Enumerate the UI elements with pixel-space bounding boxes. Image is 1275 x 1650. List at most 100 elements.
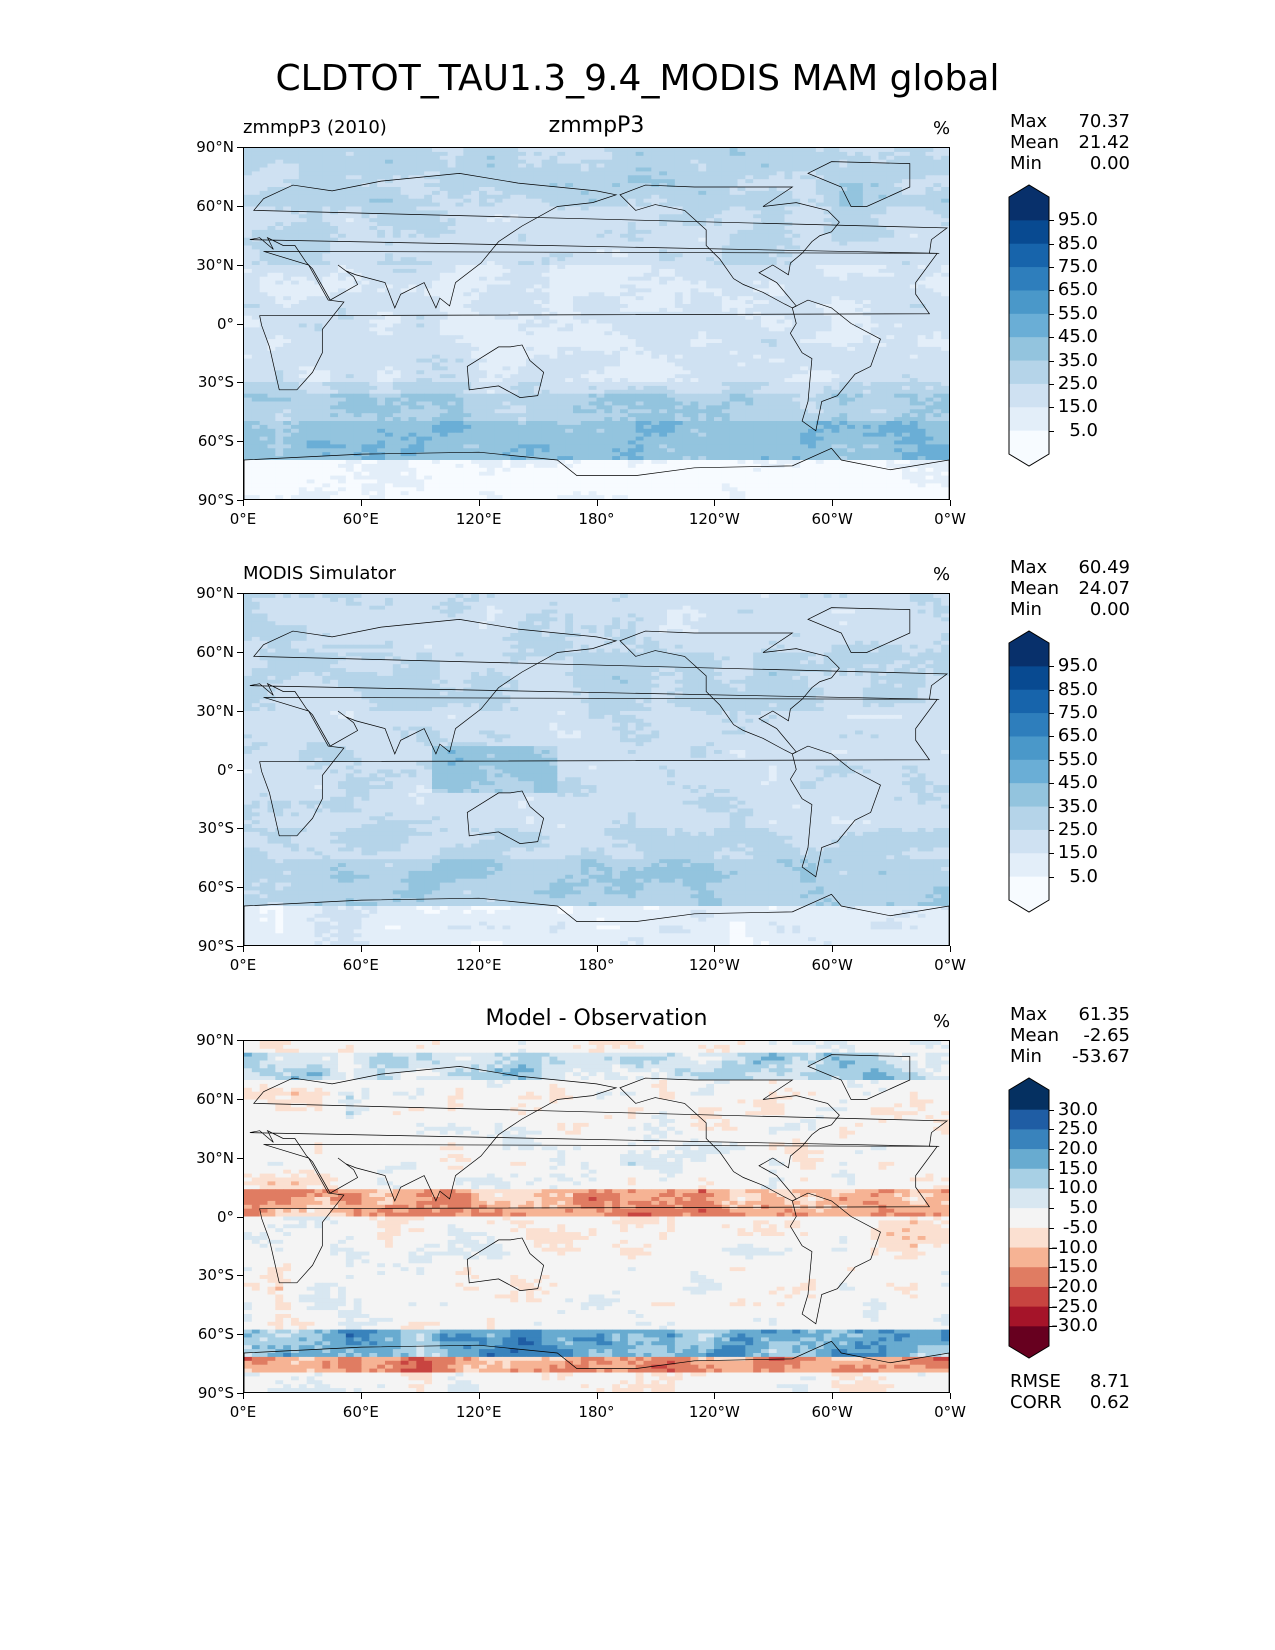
contour-cell bbox=[338, 175, 347, 180]
contour-cell bbox=[533, 206, 543, 211]
contour-cell bbox=[831, 222, 840, 227]
contour-cell bbox=[753, 288, 762, 293]
contour-cell bbox=[925, 179, 934, 184]
contour-cell bbox=[298, 229, 308, 235]
contour-cell bbox=[338, 307, 347, 313]
contour-cell bbox=[878, 198, 887, 203]
contour-cell bbox=[667, 272, 676, 278]
contour-cell bbox=[902, 343, 911, 348]
contour-cell bbox=[400, 151, 409, 157]
contour-cell bbox=[557, 222, 566, 227]
contour-cell bbox=[565, 167, 574, 172]
contour-cell bbox=[385, 175, 394, 180]
contour-cell bbox=[902, 229, 911, 235]
contour-cell bbox=[729, 288, 738, 293]
contour-cell bbox=[494, 354, 503, 359]
contour-cell bbox=[502, 311, 511, 317]
contour-cell bbox=[259, 346, 268, 352]
contour-cell bbox=[306, 175, 315, 180]
contour-cell bbox=[479, 292, 488, 297]
contour-cell bbox=[259, 315, 268, 320]
contour-cell bbox=[941, 288, 949, 293]
contour-cell bbox=[862, 354, 872, 359]
contour-cell bbox=[596, 257, 605, 262]
contour-cell bbox=[385, 159, 394, 164]
contour-cell bbox=[659, 331, 668, 336]
contour-cell bbox=[447, 335, 456, 340]
contour-cell bbox=[698, 163, 707, 168]
contour-cell bbox=[855, 194, 864, 200]
contour-cell bbox=[596, 311, 605, 317]
contour-cell bbox=[526, 304, 535, 309]
contour-cell bbox=[941, 167, 949, 172]
contour-cell bbox=[768, 175, 778, 180]
contour-cell bbox=[847, 315, 856, 320]
contour-cell bbox=[338, 229, 347, 235]
contour-cell bbox=[400, 175, 409, 180]
contour-cell bbox=[831, 335, 840, 340]
contour-cell bbox=[588, 327, 597, 332]
contour-cell bbox=[682, 296, 691, 301]
contour-cell bbox=[706, 284, 715, 289]
contour-cell bbox=[847, 288, 856, 293]
contour-cell bbox=[251, 346, 261, 352]
contour-cell bbox=[275, 229, 284, 235]
contour-cell bbox=[729, 163, 738, 168]
contour-cell bbox=[385, 261, 394, 266]
contour-cell bbox=[322, 245, 331, 250]
contour-cell bbox=[471, 323, 480, 328]
contour-cell bbox=[541, 175, 550, 180]
contour-cell bbox=[291, 190, 300, 196]
contour-cell bbox=[815, 339, 825, 344]
contour-cell bbox=[353, 214, 362, 219]
contour-cell bbox=[737, 276, 746, 281]
contour-cell bbox=[753, 245, 762, 250]
contour-cell bbox=[541, 272, 550, 278]
contour-cell bbox=[682, 288, 691, 293]
contour-cell bbox=[588, 226, 597, 231]
contour-cell bbox=[526, 155, 535, 161]
contour-cell bbox=[369, 292, 378, 297]
contour-cell bbox=[314, 276, 323, 281]
contour-cell bbox=[432, 241, 441, 246]
contour-cell bbox=[651, 210, 660, 215]
contour-cell bbox=[251, 335, 261, 340]
contour-cell bbox=[690, 319, 699, 324]
contour-cell bbox=[706, 307, 715, 313]
contour-cell bbox=[847, 190, 856, 196]
contour-cell bbox=[369, 226, 378, 231]
contour-cell bbox=[612, 304, 621, 309]
contour-cell bbox=[768, 187, 778, 192]
contour-cell bbox=[745, 222, 754, 227]
contour-cell bbox=[894, 241, 903, 246]
contour-cell bbox=[620, 249, 629, 254]
contour-cell bbox=[518, 358, 527, 363]
contour-cell bbox=[557, 311, 566, 317]
contour-cell bbox=[753, 218, 762, 223]
contour-cell bbox=[925, 190, 934, 196]
contour-cell bbox=[330, 194, 339, 200]
contour-cell bbox=[345, 222, 355, 227]
contour-cell bbox=[706, 265, 715, 270]
contour-cell bbox=[839, 268, 848, 274]
contour-cell bbox=[455, 151, 464, 157]
contour-cell bbox=[502, 331, 511, 336]
contour-cell bbox=[541, 288, 550, 293]
contour-cell bbox=[580, 253, 590, 258]
contour-cell bbox=[533, 307, 543, 313]
contour-cell bbox=[682, 276, 691, 281]
contour-cell bbox=[643, 202, 652, 207]
contour-cell bbox=[549, 307, 558, 313]
contour-cell bbox=[353, 151, 362, 157]
contour-cell bbox=[714, 300, 723, 305]
contour-cell bbox=[502, 257, 511, 262]
contour-cell bbox=[667, 159, 676, 164]
contour-cell bbox=[659, 311, 668, 317]
contour-cell bbox=[588, 350, 597, 356]
contour-cell bbox=[400, 187, 409, 192]
contour-cell bbox=[353, 163, 362, 168]
contour-cell bbox=[737, 167, 746, 172]
contour-cell bbox=[792, 253, 801, 258]
contour-cell bbox=[714, 175, 723, 180]
contour-cell bbox=[682, 148, 691, 153]
